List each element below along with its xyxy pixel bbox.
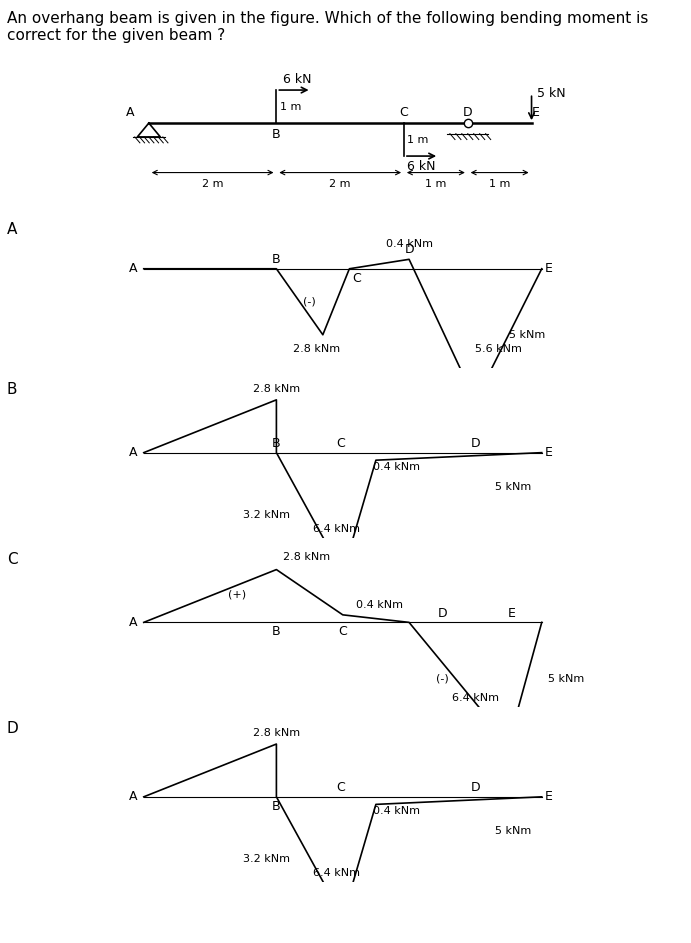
Text: C: C: [7, 552, 17, 567]
Text: D: D: [404, 242, 414, 256]
Text: An overhang beam is given in the figure. Which of the following bending moment i: An overhang beam is given in the figure.…: [7, 11, 648, 26]
Text: E: E: [508, 606, 515, 620]
Text: (-): (-): [303, 297, 316, 306]
Text: D: D: [463, 107, 473, 119]
Text: 1 m: 1 m: [280, 102, 301, 111]
Text: B: B: [272, 625, 281, 638]
Text: E: E: [531, 107, 540, 119]
Text: 6.4 kNm: 6.4 kNm: [452, 693, 499, 703]
Text: B: B: [272, 437, 281, 450]
Text: B: B: [272, 801, 281, 813]
Text: A: A: [7, 222, 17, 237]
Text: 5 kNm: 5 kNm: [509, 330, 545, 339]
Text: 2.8 kNm: 2.8 kNm: [253, 728, 300, 738]
Text: 2.8 kNm: 2.8 kNm: [253, 384, 300, 394]
Text: 0.4 kNm: 0.4 kNm: [386, 239, 433, 249]
Text: 2 m: 2 m: [330, 178, 351, 189]
Text: 0.4 kNm: 0.4 kNm: [356, 600, 403, 610]
Text: (+): (+): [227, 589, 246, 599]
Text: C: C: [336, 781, 345, 794]
Text: E: E: [545, 446, 553, 459]
Text: E: E: [545, 262, 553, 275]
Text: E: E: [545, 790, 553, 803]
Text: A: A: [129, 262, 137, 275]
Text: 3.2 kNm: 3.2 kNm: [243, 854, 290, 864]
Text: C: C: [339, 625, 347, 638]
Text: 6.4 kNm: 6.4 kNm: [312, 868, 359, 878]
Text: 0.4 kNm: 0.4 kNm: [372, 462, 419, 472]
Text: B: B: [272, 127, 281, 141]
Text: 3.2 kNm: 3.2 kNm: [243, 510, 290, 520]
Text: D: D: [471, 437, 480, 450]
Text: D: D: [471, 781, 480, 794]
Text: 2.8 kNm: 2.8 kNm: [283, 552, 330, 562]
Text: 6.4 kNm: 6.4 kNm: [312, 523, 359, 534]
Text: C: C: [352, 272, 361, 285]
Text: 1 m: 1 m: [425, 178, 446, 189]
Text: B: B: [7, 382, 17, 397]
Text: 2.8 kNm: 2.8 kNm: [293, 344, 340, 355]
Text: A: A: [126, 107, 135, 119]
Text: 5 kNm: 5 kNm: [495, 482, 531, 491]
Text: B: B: [272, 253, 281, 266]
Text: A: A: [129, 790, 137, 803]
Text: D: D: [437, 606, 447, 620]
Text: 1 m: 1 m: [489, 178, 511, 189]
Text: C: C: [399, 107, 408, 119]
Text: C: C: [336, 437, 345, 450]
Text: 6 kN: 6 kN: [407, 160, 435, 173]
Text: correct for the given beam ?: correct for the given beam ?: [7, 28, 225, 43]
Text: 5.6 kNm: 5.6 kNm: [475, 344, 522, 355]
Text: A: A: [129, 616, 137, 629]
Text: 2 m: 2 m: [202, 178, 223, 189]
Text: 5 kNm: 5 kNm: [495, 826, 531, 835]
Text: 5 kN: 5 kN: [537, 87, 565, 100]
Text: 0.4 kNm: 0.4 kNm: [372, 806, 419, 817]
Text: 6 kN: 6 kN: [283, 74, 311, 86]
Text: 5 kNm: 5 kNm: [549, 674, 585, 684]
Text: D: D: [7, 721, 19, 736]
Text: 1 m: 1 m: [407, 135, 428, 144]
Text: A: A: [129, 446, 137, 459]
Text: (-): (-): [436, 674, 448, 684]
